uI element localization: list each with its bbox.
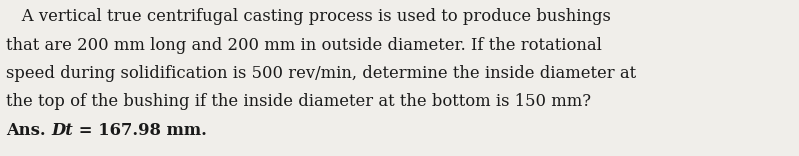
Text: that are 200 mm long and 200 mm in outside diameter. If the rotational: that are 200 mm long and 200 mm in outsi… — [6, 37, 602, 54]
Text: speed during solidification is 500 rev/min, determine the inside diameter at: speed during solidification is 500 rev/m… — [6, 65, 636, 82]
Text: Dt: Dt — [51, 122, 74, 139]
Text: A vertical true centrifugal casting process is used to produce bushings: A vertical true centrifugal casting proc… — [6, 8, 611, 25]
Text: the top of the bushing if the inside diameter at the bottom is 150 mm?: the top of the bushing if the inside dia… — [6, 93, 591, 110]
Text: Ans.: Ans. — [6, 122, 51, 139]
Text: = 167.98 mm.: = 167.98 mm. — [74, 122, 207, 139]
